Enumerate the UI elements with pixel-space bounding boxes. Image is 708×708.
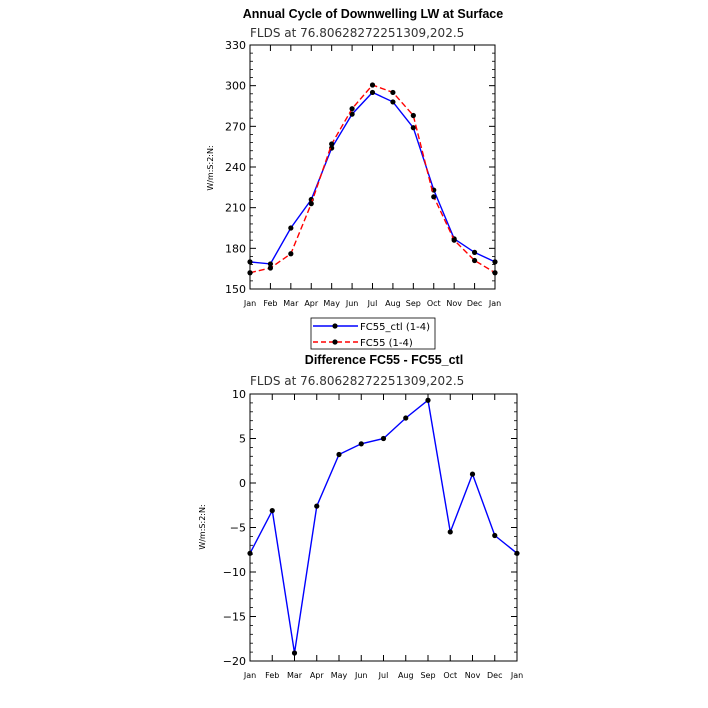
data-point	[390, 89, 396, 96]
legend-marker-ctl	[332, 323, 338, 329]
data-point	[329, 141, 335, 147]
x-tick-label: Jul	[367, 299, 378, 308]
data-point	[336, 451, 342, 458]
data-point	[425, 397, 431, 403]
legend-label-ctl: FC55_ctl (1-4)	[360, 322, 430, 333]
data-point	[267, 265, 274, 271]
x-tick-label: Jan	[510, 671, 523, 680]
y-tick-label: 5	[239, 433, 246, 446]
x-tick-label: Aug	[398, 671, 414, 680]
y-tick-label: 150	[225, 283, 246, 296]
y-tick-label: −5	[230, 522, 246, 535]
data-point	[410, 112, 416, 119]
legend-marker-fc55	[332, 339, 338, 345]
data-point	[403, 415, 409, 421]
data-point	[269, 507, 275, 514]
data-point	[469, 471, 476, 477]
y-tick-label: −20	[223, 655, 246, 668]
data-point	[288, 251, 294, 257]
x-tick-label: Feb	[263, 299, 277, 308]
y-axis-label-bottom: W/m:S:2:N:	[198, 504, 207, 549]
data-point	[349, 111, 355, 117]
y-tick-label: 180	[225, 242, 246, 255]
x-tick-label: May	[331, 671, 348, 680]
panel-annual-cycle: Annual Cycle of Downwelling LW at Surfac…	[206, 7, 503, 350]
y-tick-label: −10	[223, 566, 246, 579]
y-axis-label-top: W/m:S:2:N:	[206, 145, 215, 190]
x-tick-label: Jan	[243, 299, 256, 308]
data-point	[471, 249, 478, 255]
series-line-1	[249, 84, 496, 274]
y-tick-label: 240	[225, 161, 246, 174]
x-tick-label: Nov	[446, 299, 462, 308]
y-tick-label: 300	[225, 80, 246, 93]
chart-subtitle-bottom: FLDS at 76.80628272251309,202.5	[250, 374, 464, 388]
y-tick-label: 330	[225, 39, 246, 52]
y-tick-label: 10	[232, 388, 246, 401]
data-point	[247, 270, 253, 276]
data-point	[288, 225, 294, 231]
x-tick-label: Apr	[304, 299, 319, 308]
data-point	[247, 259, 253, 265]
data-point	[390, 99, 396, 105]
x-tick-label: Sep	[420, 671, 435, 680]
x-tick-label: Jan	[488, 299, 501, 308]
data-point	[369, 82, 376, 88]
data-point	[410, 125, 416, 131]
chart-title-bottom: Difference FC55 - FC55_ctl	[305, 353, 463, 367]
x-tick-label: Dec	[487, 671, 502, 680]
x-tick-label: Oct	[443, 671, 457, 680]
x-tick-label: Jun	[354, 671, 368, 680]
data-point	[492, 270, 498, 276]
x-tick-label: May	[323, 299, 340, 308]
data-point	[267, 261, 274, 267]
chart-subtitle-top: FLDS at 76.80628272251309,202.5	[250, 26, 464, 40]
data-point	[314, 503, 320, 509]
data-point	[349, 106, 355, 112]
x-tick-label: Feb	[265, 671, 279, 680]
x-tick-label: Aug	[385, 299, 401, 308]
data-point	[369, 89, 376, 96]
data-point	[431, 194, 437, 200]
data-point	[492, 259, 498, 265]
x-tick-label: Dec	[467, 299, 482, 308]
data-point	[471, 257, 478, 264]
legend-box	[310, 317, 436, 350]
x-tick-label: Jun	[345, 299, 359, 308]
legend: FC55_ctl (1-4) FC55 (1-4)	[310, 317, 436, 350]
x-tick-label: Nov	[465, 671, 481, 680]
y-tick-label: 270	[225, 120, 246, 133]
panel-difference: Difference FC55 - FC55_ctl FLDS at 76.80…	[198, 353, 523, 680]
x-tick-label: Oct	[427, 299, 441, 308]
data-point	[247, 550, 253, 556]
plot-frame-top	[249, 44, 496, 290]
data-point	[308, 201, 314, 207]
x-tick-label: Sep	[406, 299, 421, 308]
chart-title-top: Annual Cycle of Downwelling LW at Surfac…	[243, 7, 503, 21]
x-tick-label: Jan	[243, 671, 256, 680]
y-tick-label: 0	[239, 477, 246, 490]
data-point	[358, 441, 364, 447]
data-point	[291, 650, 298, 656]
series-line-0	[249, 91, 496, 265]
y-tick-label: −15	[223, 611, 246, 624]
x-tick-label: Apr	[310, 671, 325, 680]
legend-label-fc55: FC55 (1-4)	[360, 338, 413, 349]
x-tick-label: Mar	[283, 299, 299, 308]
data-point	[492, 532, 498, 539]
y-tick-label: 210	[225, 202, 246, 215]
x-tick-label: Jul	[378, 671, 389, 680]
x-tick-label: Mar	[287, 671, 303, 680]
data-point	[514, 550, 520, 556]
data-point	[380, 435, 387, 442]
data-point	[447, 529, 453, 535]
data-point	[451, 237, 457, 243]
